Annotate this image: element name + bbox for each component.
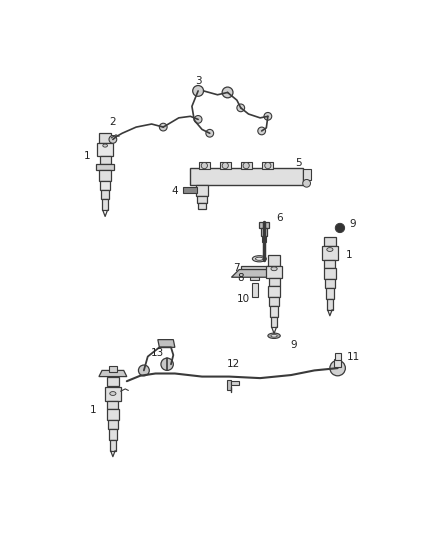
Ellipse shape bbox=[103, 144, 107, 147]
Bar bbox=[101, 190, 109, 199]
Bar bbox=[231, 381, 239, 385]
Circle shape bbox=[265, 163, 271, 168]
Bar bbox=[199, 161, 210, 169]
Bar bbox=[324, 268, 336, 279]
Bar bbox=[183, 187, 197, 192]
Bar bbox=[99, 170, 111, 181]
Ellipse shape bbox=[255, 257, 263, 260]
Bar bbox=[303, 169, 311, 180]
Bar bbox=[97, 142, 113, 156]
Polygon shape bbox=[99, 370, 127, 377]
Bar bbox=[191, 168, 303, 185]
Bar bbox=[107, 377, 119, 386]
Text: 4: 4 bbox=[172, 186, 178, 196]
Bar bbox=[100, 156, 110, 164]
Bar bbox=[220, 161, 231, 169]
Bar bbox=[262, 161, 273, 169]
Bar bbox=[261, 228, 267, 236]
Bar bbox=[241, 161, 251, 169]
Text: 1: 1 bbox=[346, 250, 353, 260]
Bar bbox=[268, 278, 279, 286]
Ellipse shape bbox=[327, 248, 333, 252]
Circle shape bbox=[159, 123, 167, 131]
Circle shape bbox=[109, 135, 117, 143]
Bar bbox=[325, 260, 336, 268]
Bar bbox=[261, 236, 266, 242]
Bar bbox=[250, 274, 259, 280]
Text: 13: 13 bbox=[151, 348, 164, 358]
Ellipse shape bbox=[271, 334, 277, 337]
Circle shape bbox=[138, 365, 149, 376]
Circle shape bbox=[258, 127, 265, 135]
Bar bbox=[268, 255, 280, 265]
Ellipse shape bbox=[271, 267, 277, 271]
Polygon shape bbox=[96, 164, 114, 170]
Bar bbox=[108, 419, 117, 429]
Bar bbox=[109, 429, 117, 440]
Bar bbox=[198, 203, 206, 209]
Bar bbox=[100, 181, 110, 190]
Bar bbox=[105, 387, 120, 401]
Text: 8: 8 bbox=[237, 273, 244, 283]
Bar bbox=[241, 266, 268, 274]
Bar bbox=[324, 237, 336, 246]
Text: 2: 2 bbox=[110, 117, 116, 127]
Text: 6: 6 bbox=[276, 213, 283, 223]
Circle shape bbox=[201, 163, 208, 168]
Bar bbox=[271, 317, 277, 327]
Bar bbox=[325, 279, 335, 288]
Text: 12: 12 bbox=[226, 359, 240, 369]
Circle shape bbox=[264, 112, 272, 120]
Text: 10: 10 bbox=[237, 294, 250, 304]
Text: 9: 9 bbox=[350, 219, 357, 229]
Bar bbox=[326, 288, 334, 299]
Bar bbox=[107, 409, 119, 419]
Text: 1: 1 bbox=[90, 406, 97, 415]
Bar bbox=[110, 440, 116, 450]
Bar bbox=[227, 379, 231, 391]
Circle shape bbox=[237, 104, 245, 112]
Ellipse shape bbox=[110, 392, 116, 395]
Bar bbox=[322, 246, 338, 260]
Ellipse shape bbox=[268, 333, 280, 338]
Bar bbox=[327, 299, 333, 310]
Circle shape bbox=[161, 358, 173, 370]
Polygon shape bbox=[158, 340, 175, 348]
Text: 5: 5 bbox=[296, 158, 302, 167]
Circle shape bbox=[222, 163, 228, 168]
Circle shape bbox=[193, 85, 204, 96]
Text: 7: 7 bbox=[233, 263, 240, 273]
Circle shape bbox=[194, 116, 202, 123]
Bar bbox=[102, 199, 108, 210]
Bar bbox=[196, 185, 208, 196]
Text: 3: 3 bbox=[195, 76, 201, 86]
Circle shape bbox=[330, 360, 346, 376]
Bar bbox=[268, 286, 280, 296]
Circle shape bbox=[206, 130, 214, 137]
Bar bbox=[259, 222, 268, 228]
Bar bbox=[198, 196, 207, 203]
Text: 9: 9 bbox=[290, 340, 297, 350]
Circle shape bbox=[243, 163, 249, 168]
Circle shape bbox=[336, 223, 345, 232]
Ellipse shape bbox=[252, 256, 266, 262]
Text: 1: 1 bbox=[84, 151, 91, 161]
Bar bbox=[334, 359, 342, 367]
Text: 11: 11 bbox=[346, 352, 360, 361]
Bar bbox=[266, 265, 282, 278]
Bar bbox=[270, 306, 278, 317]
Circle shape bbox=[303, 180, 311, 187]
Bar bbox=[99, 133, 111, 142]
Polygon shape bbox=[231, 270, 278, 277]
Bar bbox=[107, 401, 118, 409]
Bar bbox=[335, 353, 341, 360]
Bar bbox=[109, 366, 117, 372]
Circle shape bbox=[222, 87, 233, 98]
Bar bbox=[251, 284, 258, 297]
Bar bbox=[269, 296, 279, 306]
